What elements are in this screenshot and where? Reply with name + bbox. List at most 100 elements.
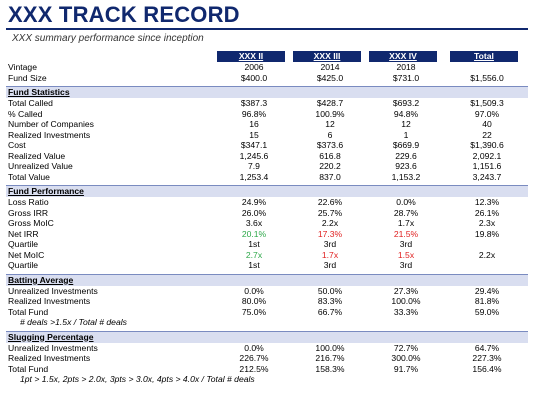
table-cell: 12	[325, 119, 335, 129]
row-label: Realized Value	[8, 150, 66, 161]
row-label: Unrealized Investments	[8, 342, 98, 353]
table-cell: 6	[327, 129, 333, 140]
table-row: Fund Size $400.0 $425.0 $731.0 $1,556.0	[6, 73, 528, 84]
table-cell: 28.7%	[393, 207, 419, 218]
row-label: Net MoIC	[8, 249, 45, 260]
table-cell: 1.7x	[397, 218, 415, 228]
title-divider	[6, 28, 528, 30]
table-cell: 50.0%	[317, 285, 343, 296]
table-row: Net MoIC 2.7x 1.7x 1.5x 2.2x	[6, 250, 528, 261]
section-header: Slugging Percentage	[6, 330, 528, 343]
table-cell: 27.3%	[393, 285, 419, 296]
section-note: # deals >1.5x / Total # deals	[6, 317, 528, 328]
table-row: Loss Ratio 24.9% 22.6% 0.0% 12.3%	[6, 197, 528, 208]
table-cell: 24.9%	[241, 197, 267, 207]
section-title: Slugging Percentage	[8, 331, 94, 342]
note-text: # deals >1.5x / Total # deals	[20, 317, 127, 327]
row-label: Realized Investments	[8, 129, 91, 140]
table-cell: 12.3%	[474, 197, 500, 207]
table-cell: 1.5x	[397, 249, 415, 260]
table-cell: 1,253.4	[239, 171, 269, 182]
table-cell: 3rd	[399, 239, 413, 249]
table-row: Realized Value 1,245.6 616.8 229.6 2,092.1	[6, 151, 528, 162]
table-cell: 220.2	[319, 161, 341, 171]
table-cell: 100.0%	[315, 342, 345, 353]
row-label: % Called	[8, 108, 43, 119]
column-header: XXX III	[293, 51, 361, 62]
table-row: Realized Investments 226.7% 216.7% 300.0% 22…	[6, 353, 528, 364]
table-row: Vintage 2006 2014 2018	[6, 62, 528, 73]
table-cell: $400.0	[240, 72, 268, 83]
table-cell: 3,243.7	[472, 171, 502, 182]
table-cell: $373.6	[316, 140, 344, 150]
table-cell: 0.0%	[396, 197, 416, 207]
column-header: XXX IV	[369, 51, 437, 62]
row-label: Unrealized Investments	[8, 285, 98, 296]
row-label: Loss Ratio	[8, 197, 49, 207]
table-cell: 20.1%	[241, 228, 267, 239]
row-label: Net IRR	[8, 228, 39, 239]
table-row: Gross IRR 26.0% 25.7% 28.7% 26.1%	[6, 208, 528, 219]
table-row: Unrealized Investments 0.0% 50.0% 27.3% 29.4…	[6, 286, 528, 297]
row-label: Gross MoIC	[8, 218, 54, 228]
table-cell: 19.8%	[474, 228, 500, 239]
row-label: Vintage	[8, 62, 37, 72]
table-cell: 94.8%	[393, 108, 419, 119]
section-header: Batting Average	[6, 273, 528, 286]
table-cell: 12	[401, 119, 411, 129]
row-label: Number of Companies	[8, 119, 94, 129]
table-cell: 66.7%	[317, 306, 343, 317]
table-cell: 96.8%	[241, 108, 267, 119]
table-row: Quartile 1st 3rd 3rd	[6, 239, 528, 250]
row-label: Quartile	[8, 239, 39, 249]
section-header: Fund Statistics	[6, 86, 528, 98]
table-row: Cost $347.1 $373.6 $669.9 $1,390.6	[6, 140, 528, 151]
row-label: Total Value	[8, 171, 50, 182]
table-cell: 2014	[320, 62, 340, 72]
table-cell: 15	[249, 129, 259, 140]
table-cell: $693.2	[392, 98, 420, 108]
column-header: XXX II	[217, 51, 285, 62]
table-cell: 64.7%	[474, 342, 500, 353]
table-cell: $669.9	[392, 140, 420, 150]
table-row: Realized Investments 80.0% 83.3% 100.0% 81.8…	[6, 296, 528, 307]
table-cell: 72.7%	[393, 342, 419, 353]
track-record-table: XXX II XXX III XXX IV Total Vintage 2006 2…	[6, 51, 528, 385]
table-cell: 100.9%	[315, 108, 345, 119]
table-cell: 227.3%	[472, 353, 502, 363]
table-row: Total Called $387.3 $428.7 $693.2 $1,509.3	[6, 98, 528, 109]
section-note: 1pt > 1.5x, 2pts > 2.0x, 3pts > 3.0x, 4p…	[6, 374, 528, 385]
table-row: Total Fund 75.0% 66.7% 33.3% 59.0%	[6, 307, 528, 318]
table-cell: 25.7%	[317, 207, 343, 218]
table-cell: 3.6x	[245, 218, 263, 228]
column-header: Total	[450, 51, 518, 62]
table-cell: 83.3%	[317, 296, 343, 306]
row-label: Fund Size	[8, 72, 47, 83]
table-cell: 16	[249, 119, 259, 129]
table-cell: $425.0	[316, 72, 344, 83]
table-row: Realized Investments 15 6 1 22	[6, 130, 528, 141]
table-cell: 26.0%	[241, 207, 267, 218]
page-subtitle: XXX summary performance since inception	[12, 33, 204, 44]
table-cell: 2006	[244, 62, 264, 72]
table-cell: 97.0%	[474, 108, 500, 119]
table-cell: 216.7%	[315, 353, 345, 363]
table-cell: 80.0%	[241, 296, 267, 306]
table-cell: 33.3%	[393, 306, 419, 317]
table-cell: 7.9	[248, 161, 260, 171]
table-cell: $731.0	[392, 72, 420, 83]
row-label: Quartile	[8, 260, 39, 270]
table-cell: 1,151.6	[472, 161, 502, 171]
row-label: Total Called	[8, 98, 53, 108]
table-cell: $387.3	[240, 98, 268, 108]
column-header-row: XXX II XXX III XXX IV Total	[6, 51, 528, 62]
table-cell: 923.6	[395, 161, 417, 171]
table-row: % Called 96.8% 100.9% 94.8% 97.0%	[6, 109, 528, 120]
table-cell: 100.0%	[391, 296, 421, 306]
table-cell: 2.2x	[478, 249, 496, 260]
table-cell: 26.1%	[474, 207, 500, 218]
section-header: Fund Performance	[6, 185, 528, 197]
table-cell: 3rd	[323, 239, 337, 249]
table-cell: 1.7x	[321, 249, 339, 260]
